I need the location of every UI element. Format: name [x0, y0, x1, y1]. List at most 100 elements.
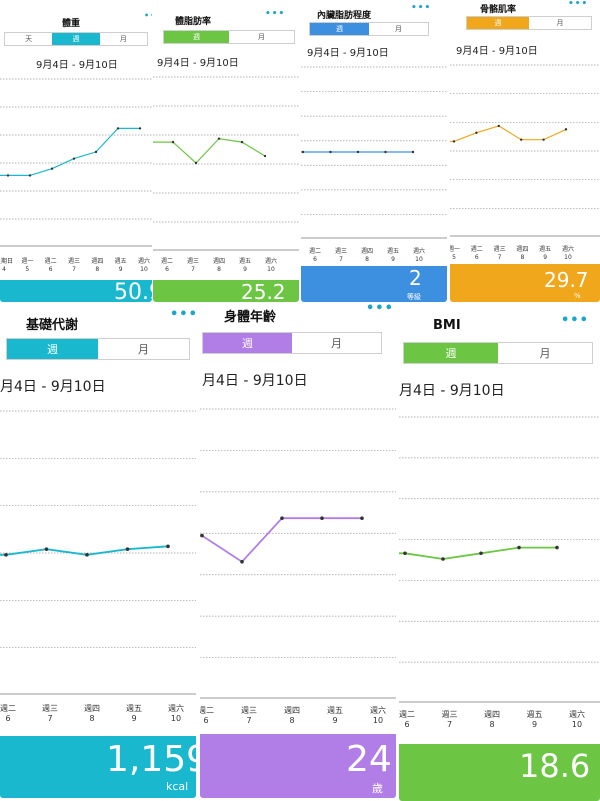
- x-tick-day: 週三: [334, 248, 347, 255]
- panel-bmi: BMI ••• 週月月4日 - 9月10日 週二 6 週三 7 週四 8 週五 9 週六 10 18.6: [399, 302, 600, 801]
- value-bar: [0, 736, 196, 798]
- x-tick-date: 10: [571, 720, 583, 729]
- period-tabs: 週月: [309, 22, 429, 36]
- tab-active[interactable]: 週: [164, 31, 229, 43]
- x-tick-day: 週五: [327, 706, 343, 715]
- x-tick-label: 週三 7: [485, 246, 515, 261]
- more-dots-icon[interactable]: •••: [561, 313, 589, 328]
- trend-chart: [399, 416, 600, 703]
- x-tick-label: 週三 7: [178, 258, 208, 273]
- data-point: [94, 150, 98, 154]
- x-tick-label: 週二 6: [399, 710, 422, 730]
- data-point: [475, 131, 478, 134]
- date-range: 9月4日 - 9月10日: [36, 60, 118, 71]
- panel-title: 內臟脂肪程度: [317, 11, 372, 21]
- data-point: [125, 547, 130, 551]
- current-value: 29.7: [544, 268, 589, 292]
- x-tick-day: 週一: [21, 258, 34, 265]
- x-tick-label: 週五 9: [378, 248, 408, 263]
- x-tick-label: 週四 8: [82, 258, 112, 273]
- value-bar: [301, 266, 447, 302]
- x-tick-date: 5: [452, 253, 456, 261]
- x-tick-day: 週三: [241, 706, 257, 715]
- more-dots-icon[interactable]: •••: [265, 9, 286, 19]
- more-dots-icon[interactable]: •••: [568, 0, 589, 9]
- period-tabs: 週月: [403, 342, 593, 364]
- x-tick-day: 週六: [370, 706, 386, 715]
- value-bar: [399, 744, 600, 801]
- tab-option[interactable]: 天: [25, 35, 33, 43]
- tab-active[interactable]: 週: [7, 339, 98, 359]
- x-tick-label: 週五 9: [520, 710, 550, 730]
- data-point: [564, 128, 568, 131]
- data-point: [555, 545, 559, 550]
- x-tick-date: 8: [89, 714, 95, 723]
- data-point: [441, 557, 445, 561]
- x-tick-label: 週四 8: [204, 258, 234, 273]
- data-point: [280, 516, 284, 520]
- tab-option[interactable]: 月: [331, 337, 342, 350]
- tab-option[interactable]: 月: [539, 347, 551, 360]
- panel-title: 體重: [62, 19, 81, 29]
- x-tick-label: 週六 10: [404, 248, 434, 263]
- x-tick-date: 8: [289, 716, 295, 725]
- x-tick-date: 7: [72, 265, 76, 273]
- data-point: [263, 154, 267, 158]
- x-tick-day: 週四: [212, 258, 225, 265]
- x-tick-day: 週五: [539, 246, 552, 253]
- data-point: [479, 551, 483, 556]
- x-tick-date: 9: [391, 255, 395, 263]
- trend-chart: [153, 76, 299, 251]
- more-dots-icon[interactable]: •••: [170, 307, 196, 322]
- tab-active[interactable]: 週: [203, 333, 292, 353]
- data-point: [28, 174, 32, 177]
- tab-option[interactable]: 月: [119, 35, 127, 43]
- x-tick-day: 週二: [0, 704, 16, 713]
- current-value: 25.2: [241, 280, 286, 302]
- x-tick-date: 10: [564, 253, 572, 261]
- panel-bmr: 基礎代謝 ••• 週月月4日 - 9月10日 週二 6 週三 7 週四 8 週五 9 週六 10 1,15…: [0, 302, 196, 801]
- panel-title: 身體年齡: [224, 310, 277, 325]
- tab-option[interactable]: 月: [258, 33, 265, 41]
- x-tick-label: 週六 10: [129, 258, 152, 273]
- value-bar: [450, 264, 600, 302]
- x-tick-label: 週一 5: [450, 246, 469, 261]
- trend-chart: [200, 408, 396, 699]
- data-point: [542, 138, 545, 141]
- tab-active[interactable]: 週: [404, 343, 498, 363]
- data-point: [200, 533, 204, 538]
- current-value: 18.6: [519, 747, 591, 785]
- x-tick-date: 8: [489, 720, 495, 729]
- panel-body-age: 身體年齡 ••• 週月月4日 - 9月10日 週二 6 週三 7 週四 8 週五 9 週六 10 24 歲: [200, 302, 396, 801]
- x-tick-label: 週六 10: [161, 704, 191, 724]
- series-line: [0, 545, 169, 556]
- tab-option[interactable]: 月: [395, 25, 402, 33]
- data-point: [85, 553, 89, 557]
- date-range: 9月4日 - 9月10日: [456, 46, 538, 57]
- tab-active[interactable]: 週: [52, 33, 100, 45]
- x-tick-date: 8: [95, 265, 100, 273]
- x-tick-day: 週五: [526, 710, 543, 719]
- tab-option[interactable]: 月: [138, 343, 149, 356]
- tab-active[interactable]: 週: [467, 17, 529, 29]
- date-range: 月4日 - 9月10日: [0, 379, 106, 395]
- x-tick-date: 8: [365, 255, 369, 263]
- tab-active[interactable]: 週: [310, 23, 369, 35]
- x-tick-day: 週四: [516, 246, 529, 253]
- series-line: [399, 546, 557, 560]
- more-dots-icon[interactable]: •••: [411, 3, 432, 13]
- x-tick-date: 7: [246, 716, 252, 725]
- more-dots-icon[interactable]: •••: [366, 302, 394, 316]
- trend-chart: [0, 410, 196, 695]
- x-tick-day: 週五: [386, 248, 399, 255]
- x-tick-label: 週三 7: [326, 248, 356, 263]
- x-tick-date: 9: [131, 714, 137, 723]
- x-tick-date: 6: [404, 720, 410, 729]
- data-point: [240, 140, 244, 144]
- tab-option[interactable]: 月: [556, 19, 564, 27]
- x-tick-date: 6: [203, 716, 209, 725]
- x-tick-date: 6: [5, 714, 11, 723]
- series-line: [0, 127, 140, 177]
- more-dots-icon[interactable]: •••: [144, 11, 152, 20]
